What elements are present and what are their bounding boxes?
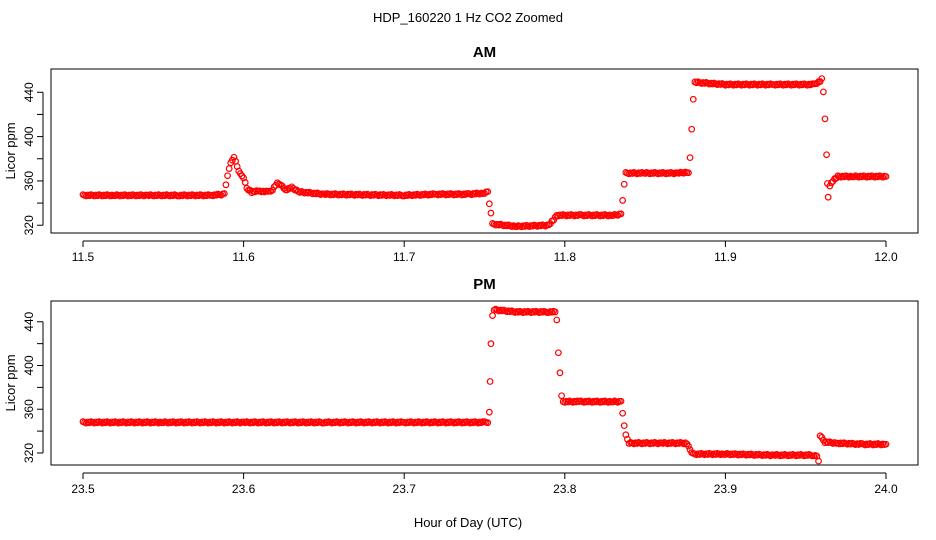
am-x-tick-label: 11.5 <box>72 250 95 264</box>
am-x-tick-label: 11.7 <box>393 250 416 264</box>
pm-x-tick-label: 23.6 <box>232 482 256 496</box>
am-y-tick-label: 320 <box>22 215 36 235</box>
am-x-axis: 11.5 11.6 11.7 11.8 11.9 12.0 <box>72 240 898 264</box>
am-data-point <box>609 212 617 220</box>
am-data-point <box>280 184 288 192</box>
am-x-tick-label: 11.6 <box>232 250 255 264</box>
pm-panel-title: PM <box>473 276 496 293</box>
x-axis-label: Hour of Day (UTC) <box>414 515 522 530</box>
pm-data-point <box>553 316 561 324</box>
am-data-point <box>882 173 890 180</box>
am-plot-frame <box>50 68 919 234</box>
am-data-point <box>823 151 830 159</box>
am-data-point <box>686 154 694 162</box>
pm-data-point <box>619 409 627 417</box>
am-data-point <box>824 193 832 201</box>
am-data-point <box>680 169 688 177</box>
am-data-point <box>685 169 692 177</box>
am-data-point <box>230 153 238 161</box>
pm-x-tick-label: 23.8 <box>553 482 577 496</box>
am-data-point <box>270 183 278 191</box>
pm-plot-frame <box>50 300 919 466</box>
pm-data-point <box>556 369 564 377</box>
am-data-point <box>283 186 291 194</box>
am-data-point <box>241 179 249 186</box>
pm-data-point <box>815 457 822 465</box>
pm-x-tick-label: 23.5 <box>71 482 95 496</box>
pm-x-axis: 23.5 23.6 23.7 23.8 23.9 24.0 <box>71 472 898 496</box>
am-data-point <box>220 190 228 197</box>
am-x-tick-label: 11.9 <box>714 250 737 264</box>
am-data-point <box>222 181 230 189</box>
am-data-point <box>688 125 696 133</box>
pm-data-point <box>551 308 559 316</box>
am-data-point <box>828 179 835 187</box>
am-data-point <box>217 191 225 199</box>
am-data-point <box>617 210 625 218</box>
am-data-point <box>484 188 492 196</box>
pm-y-axis: 320 360 400 440 <box>22 311 44 463</box>
am-data-point <box>545 221 553 229</box>
am-points <box>79 75 890 231</box>
pm-data-point <box>487 340 495 348</box>
pm-x-tick-label: 24.0 <box>874 482 898 496</box>
pm-y-tick-label: 400 <box>22 355 36 375</box>
am-x-tick-label: 12.0 <box>874 250 898 264</box>
am-x-tick-label: 11.8 <box>554 250 577 264</box>
pm-y-axis-label: Licor ppm <box>3 354 18 411</box>
pm-data-point <box>484 419 492 427</box>
am-data-point <box>485 200 493 208</box>
pm-data-point <box>685 442 692 450</box>
am-y-tick-label: 440 <box>22 82 36 102</box>
am-y-tick-label: 400 <box>22 126 36 146</box>
am-data-point <box>689 95 697 103</box>
am-data-point <box>212 191 220 199</box>
am-data-point <box>251 188 259 196</box>
am-data-point <box>826 182 834 190</box>
am-data-point <box>225 165 233 172</box>
am-data-point <box>476 190 484 198</box>
pm-data-point <box>882 440 890 448</box>
pm-panel: PM 23.5 23.6 23.7 23.8 23.9 24.0 320 360 400 440… <box>3 276 919 496</box>
pm-points <box>79 305 890 465</box>
am-data-point <box>487 209 495 217</box>
am-data-point <box>289 185 297 192</box>
am-panel-title: AM <box>473 44 496 61</box>
am-y-tick-label: 360 <box>22 171 36 191</box>
pm-y-tick-label: 360 <box>22 399 36 419</box>
am-data-point <box>550 216 557 224</box>
am-data-point <box>821 115 829 123</box>
am-data-point <box>619 197 627 204</box>
am-data-point <box>675 169 683 177</box>
pm-data-point <box>558 392 565 400</box>
am-data-point <box>819 88 827 96</box>
pm-x-tick-label: 23.9 <box>714 482 738 496</box>
pm-x-tick-label: 23.7 <box>393 482 417 496</box>
pm-data-point <box>617 397 625 405</box>
am-data-point <box>818 75 826 83</box>
pm-data-point <box>489 312 496 320</box>
am-panel: AM 11.5 11.6 11.7 11.8 11.9 12.0 320 360 400 440… <box>3 44 919 264</box>
pm-data-point <box>620 422 628 430</box>
am-data-point <box>614 211 622 219</box>
pm-data-point <box>554 349 562 357</box>
pm-data-point <box>816 432 824 440</box>
am-data-point <box>269 186 276 194</box>
figure-title: HDP_160220 1 Hz CO2 Zoomed <box>373 10 563 25</box>
am-y-axis: 320 360 400 440 <box>22 82 44 235</box>
pm-y-tick-label: 440 <box>22 311 36 331</box>
am-y-axis-label: Licor ppm <box>3 122 18 179</box>
am-data-point <box>224 172 231 180</box>
pm-data-point <box>486 378 494 385</box>
am-data-point <box>620 180 628 188</box>
pm-data-point <box>485 408 493 416</box>
am-data-point <box>471 190 479 198</box>
pm-y-tick-label: 320 <box>22 443 36 463</box>
